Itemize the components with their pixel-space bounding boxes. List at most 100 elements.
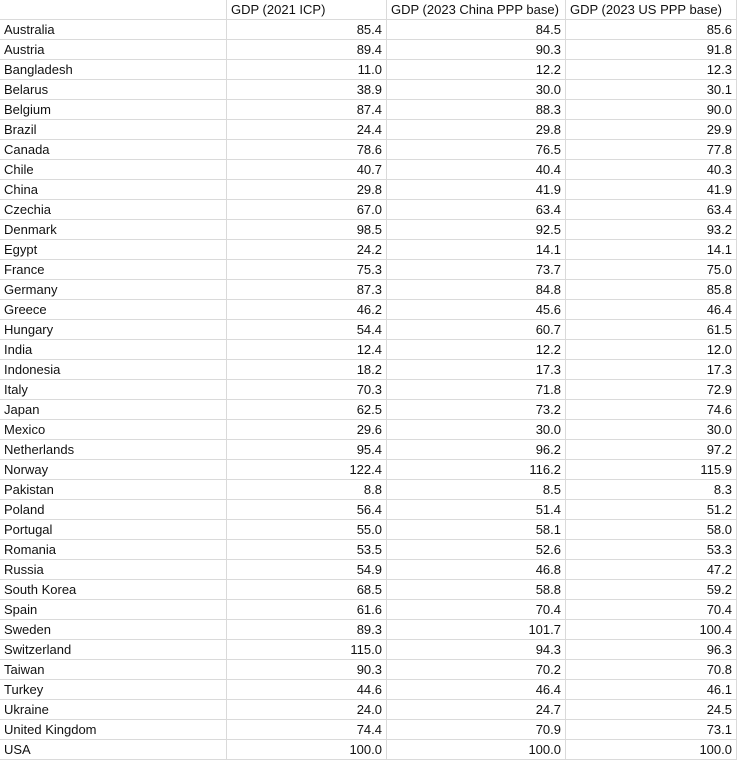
value-cell[interactable]: 8.3 bbox=[566, 480, 737, 500]
value-cell[interactable]: 85.4 bbox=[227, 20, 387, 40]
value-cell[interactable]: 74.4 bbox=[227, 720, 387, 740]
country-cell[interactable]: South Korea bbox=[0, 580, 227, 600]
country-cell[interactable]: Czechia bbox=[0, 200, 227, 220]
value-cell[interactable]: 72.9 bbox=[566, 380, 737, 400]
value-cell[interactable]: 73.7 bbox=[387, 260, 566, 280]
column-header[interactable]: GDP (2023 China PPP base) bbox=[387, 0, 566, 20]
country-cell[interactable]: Romania bbox=[0, 540, 227, 560]
country-cell[interactable]: Brazil bbox=[0, 120, 227, 140]
value-cell[interactable]: 75.3 bbox=[227, 260, 387, 280]
country-cell[interactable]: Canada bbox=[0, 140, 227, 160]
value-cell[interactable]: 90.0 bbox=[566, 100, 737, 120]
country-cell[interactable]: Turkey bbox=[0, 680, 227, 700]
value-cell[interactable]: 93.2 bbox=[566, 220, 737, 240]
value-cell[interactable]: 63.4 bbox=[387, 200, 566, 220]
value-cell[interactable]: 29.8 bbox=[387, 120, 566, 140]
value-cell[interactable]: 70.9 bbox=[387, 720, 566, 740]
value-cell[interactable]: 67.0 bbox=[227, 200, 387, 220]
value-cell[interactable]: 74.6 bbox=[566, 400, 737, 420]
value-cell[interactable]: 17.3 bbox=[566, 360, 737, 380]
value-cell[interactable]: 30.0 bbox=[566, 420, 737, 440]
value-cell[interactable]: 46.8 bbox=[387, 560, 566, 580]
value-cell[interactable]: 63.4 bbox=[566, 200, 737, 220]
country-cell[interactable]: Belgium bbox=[0, 100, 227, 120]
value-cell[interactable]: 90.3 bbox=[227, 660, 387, 680]
country-cell[interactable]: Taiwan bbox=[0, 660, 227, 680]
country-cell[interactable]: Spain bbox=[0, 600, 227, 620]
value-cell[interactable]: 24.2 bbox=[227, 240, 387, 260]
value-cell[interactable]: 98.5 bbox=[227, 220, 387, 240]
country-cell[interactable]: Switzerland bbox=[0, 640, 227, 660]
value-cell[interactable]: 54.4 bbox=[227, 320, 387, 340]
country-cell[interactable]: Italy bbox=[0, 380, 227, 400]
country-cell[interactable]: Japan bbox=[0, 400, 227, 420]
value-cell[interactable]: 29.6 bbox=[227, 420, 387, 440]
value-cell[interactable]: 76.5 bbox=[387, 140, 566, 160]
value-cell[interactable]: 100.4 bbox=[566, 620, 737, 640]
value-cell[interactable]: 8.5 bbox=[387, 480, 566, 500]
value-cell[interactable]: 68.5 bbox=[227, 580, 387, 600]
value-cell[interactable]: 61.5 bbox=[566, 320, 737, 340]
country-cell[interactable]: Belarus bbox=[0, 80, 227, 100]
value-cell[interactable]: 58.8 bbox=[387, 580, 566, 600]
value-cell[interactable]: 97.2 bbox=[566, 440, 737, 460]
country-cell[interactable]: India bbox=[0, 340, 227, 360]
value-cell[interactable]: 54.9 bbox=[227, 560, 387, 580]
value-cell[interactable]: 47.2 bbox=[566, 560, 737, 580]
value-cell[interactable]: 58.0 bbox=[566, 520, 737, 540]
value-cell[interactable]: 40.4 bbox=[387, 160, 566, 180]
value-cell[interactable]: 96.3 bbox=[566, 640, 737, 660]
country-cell[interactable]: Chile bbox=[0, 160, 227, 180]
value-cell[interactable]: 12.2 bbox=[387, 60, 566, 80]
value-cell[interactable]: 90.3 bbox=[387, 40, 566, 60]
value-cell[interactable]: 61.6 bbox=[227, 600, 387, 620]
country-cell[interactable]: Mexico bbox=[0, 420, 227, 440]
value-cell[interactable]: 38.9 bbox=[227, 80, 387, 100]
country-cell[interactable]: Ukraine bbox=[0, 700, 227, 720]
country-cell[interactable]: USA bbox=[0, 740, 227, 760]
value-cell[interactable]: 58.1 bbox=[387, 520, 566, 540]
value-cell[interactable]: 56.4 bbox=[227, 500, 387, 520]
value-cell[interactable]: 101.7 bbox=[387, 620, 566, 640]
value-cell[interactable]: 78.6 bbox=[227, 140, 387, 160]
value-cell[interactable]: 14.1 bbox=[387, 240, 566, 260]
value-cell[interactable]: 70.8 bbox=[566, 660, 737, 680]
value-cell[interactable]: 89.3 bbox=[227, 620, 387, 640]
value-cell[interactable]: 29.8 bbox=[227, 180, 387, 200]
value-cell[interactable]: 95.4 bbox=[227, 440, 387, 460]
country-cell[interactable]: United Kingdom bbox=[0, 720, 227, 740]
value-cell[interactable]: 12.0 bbox=[566, 340, 737, 360]
value-cell[interactable]: 77.8 bbox=[566, 140, 737, 160]
value-cell[interactable]: 29.9 bbox=[566, 120, 737, 140]
country-cell[interactable]: Bangladesh bbox=[0, 60, 227, 80]
column-header[interactable]: GDP (2023 US PPP base) bbox=[566, 0, 737, 20]
value-cell[interactable]: 24.5 bbox=[566, 700, 737, 720]
value-cell[interactable]: 115.0 bbox=[227, 640, 387, 660]
value-cell[interactable]: 87.4 bbox=[227, 100, 387, 120]
country-cell[interactable]: Hungary bbox=[0, 320, 227, 340]
value-cell[interactable]: 70.3 bbox=[227, 380, 387, 400]
value-cell[interactable]: 92.5 bbox=[387, 220, 566, 240]
country-cell[interactable]: Germany bbox=[0, 280, 227, 300]
value-cell[interactable]: 30.1 bbox=[566, 80, 737, 100]
value-cell[interactable]: 84.8 bbox=[387, 280, 566, 300]
value-cell[interactable]: 71.8 bbox=[387, 380, 566, 400]
value-cell[interactable]: 89.4 bbox=[227, 40, 387, 60]
value-cell[interactable]: 88.3 bbox=[387, 100, 566, 120]
value-cell[interactable]: 40.7 bbox=[227, 160, 387, 180]
value-cell[interactable]: 53.3 bbox=[566, 540, 737, 560]
value-cell[interactable]: 96.2 bbox=[387, 440, 566, 460]
value-cell[interactable]: 46.4 bbox=[566, 300, 737, 320]
value-cell[interactable]: 30.0 bbox=[387, 420, 566, 440]
column-header[interactable]: GDP (2021 ICP) bbox=[227, 0, 387, 20]
value-cell[interactable]: 30.0 bbox=[387, 80, 566, 100]
value-cell[interactable]: 100.0 bbox=[387, 740, 566, 760]
value-cell[interactable]: 60.7 bbox=[387, 320, 566, 340]
country-cell[interactable]: Norway bbox=[0, 460, 227, 480]
value-cell[interactable]: 12.3 bbox=[566, 60, 737, 80]
value-cell[interactable]: 62.5 bbox=[227, 400, 387, 420]
value-cell[interactable]: 59.2 bbox=[566, 580, 737, 600]
value-cell[interactable]: 100.0 bbox=[566, 740, 737, 760]
value-cell[interactable]: 11.0 bbox=[227, 60, 387, 80]
value-cell[interactable]: 24.0 bbox=[227, 700, 387, 720]
